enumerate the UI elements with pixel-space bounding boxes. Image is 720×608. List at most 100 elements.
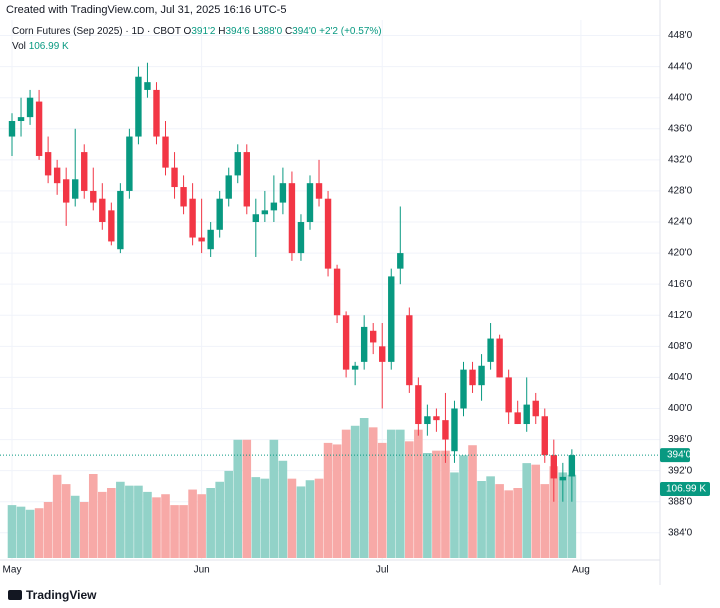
volume-bar — [98, 491, 107, 558]
volume-bar — [7, 505, 17, 558]
candle-body — [225, 175, 232, 199]
candle-body — [252, 214, 260, 223]
legend-item: O — [184, 26, 192, 37]
volume-bar — [395, 429, 405, 558]
volume-bar — [368, 427, 378, 558]
candle-body — [126, 136, 133, 191]
legend-item: 388'0 — [258, 26, 283, 37]
candle-body — [297, 222, 305, 254]
candle-body — [424, 416, 431, 425]
candle-body — [44, 152, 52, 176]
volume-bar — [450, 472, 459, 558]
volume-bar — [134, 485, 143, 558]
volume-bar — [143, 491, 152, 558]
y-tick-label: 400'0 — [668, 403, 693, 414]
volume-bar — [79, 502, 89, 558]
candle-body — [379, 346, 386, 362]
logo: TradingView — [26, 588, 97, 602]
candle-body — [17, 117, 25, 122]
volume-bar — [170, 505, 179, 558]
volume-bar — [459, 455, 468, 558]
volume-bar — [296, 486, 306, 558]
candle-body — [351, 365, 359, 370]
candle-body — [189, 198, 196, 238]
volume-bar — [278, 460, 288, 558]
candle-body — [360, 326, 368, 362]
volume-bar — [477, 481, 486, 558]
x-tick-label: May — [3, 565, 22, 576]
candle-body — [442, 420, 449, 440]
candle-body — [243, 152, 250, 207]
volume-bar — [386, 429, 396, 558]
candle-body — [306, 183, 314, 223]
candle-body — [72, 179, 79, 199]
legend-item: H — [218, 26, 225, 37]
candle-body — [342, 315, 350, 370]
volume-bar — [441, 450, 450, 558]
volume-bar — [61, 484, 71, 558]
candle-body — [496, 338, 503, 378]
volume-bar — [522, 463, 532, 558]
volume-bar — [540, 484, 550, 558]
candle-body — [162, 136, 169, 168]
y-tick-label: 424'0 — [668, 217, 693, 228]
volume-bar — [242, 439, 252, 558]
candle-body — [62, 179, 70, 203]
candle-body — [324, 198, 332, 269]
volume-bar — [25, 509, 35, 558]
candle-body — [559, 476, 567, 481]
caption: Created with TradingView.com, Jul 31, 20… — [6, 4, 286, 16]
candle-body — [81, 152, 88, 191]
candle-body — [550, 455, 557, 479]
candle-body — [505, 377, 512, 413]
volume-bar — [43, 502, 53, 558]
candle-body — [514, 412, 521, 425]
candle-body — [532, 400, 539, 417]
candle-body — [433, 416, 440, 421]
candle-body — [487, 338, 494, 362]
legend-item: L — [252, 26, 258, 37]
volume-bar — [468, 445, 477, 558]
volume-bar — [116, 481, 125, 558]
legend-volume: Vol 106.99 K — [12, 41, 69, 52]
candle-body — [279, 183, 287, 203]
candle-body — [288, 183, 296, 254]
legend-item: C — [285, 26, 292, 37]
candle-body — [397, 253, 404, 269]
candle-body — [117, 190, 124, 250]
volume-bar — [549, 466, 559, 558]
candle-body — [568, 455, 576, 477]
last-price-label: 394'0 — [667, 450, 692, 461]
y-tick-label: 388'0 — [668, 496, 693, 507]
candle-body — [8, 121, 16, 137]
candle-body — [261, 210, 269, 215]
volume-bar — [179, 505, 188, 558]
volume-bar — [107, 488, 116, 558]
y-tick-label: 432'0 — [668, 154, 693, 165]
candle-body — [207, 229, 214, 250]
volume-bar — [34, 508, 44, 558]
y-tick-label: 384'0 — [668, 527, 693, 538]
candle-body — [171, 167, 178, 188]
volume-bar — [341, 429, 351, 558]
legend-item: +2'2 (+0.57%) — [319, 26, 382, 37]
candle-body — [478, 365, 485, 386]
legend-item: 106.99 K — [29, 41, 69, 52]
volume-bar — [52, 474, 62, 558]
candle-body — [144, 82, 151, 90]
y-tick-label: 404'0 — [668, 372, 693, 383]
y-tick-label: 448'0 — [668, 30, 693, 41]
y-tick-label: 392'0 — [668, 465, 693, 476]
legend-item: Corn Futures (Sep 2025) · 1D · CBOT — [12, 26, 181, 37]
volume-bar — [495, 484, 504, 558]
volume-bar — [206, 488, 215, 558]
candle-body — [541, 416, 548, 456]
y-tick-label: 412'0 — [668, 310, 693, 321]
y-tick-label: 440'0 — [668, 92, 693, 103]
candle-body — [523, 404, 530, 425]
y-tick-label: 408'0 — [668, 341, 693, 352]
candle-body — [460, 369, 467, 409]
volume-bar — [314, 478, 324, 558]
volume-bar — [215, 481, 224, 558]
